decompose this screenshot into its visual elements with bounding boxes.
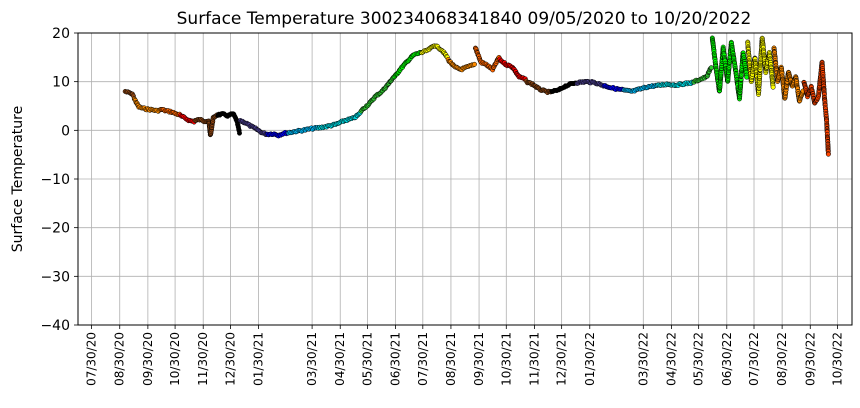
x-tick-label: 06/30/21 — [389, 332, 403, 386]
x-tick-label: 08/30/22 — [775, 332, 789, 386]
x-tick-label: 07/30/20 — [85, 332, 99, 386]
x-tick-label: 08/30/20 — [113, 332, 127, 386]
x-axis-ticks: 07/30/20 08/30/20 09/30/20 10/30/20 11/30/20… — [85, 325, 844, 386]
x-tick-label: 05/30/22 — [692, 332, 706, 386]
x-tick-label: 07/30/22 — [747, 332, 761, 386]
y-tick-label: −40 — [40, 318, 70, 334]
x-tick-label: 01/30/21 — [252, 332, 266, 386]
series-7 — [265, 129, 291, 139]
series-10 — [358, 74, 397, 114]
x-tick-label: 04/30/21 — [333, 332, 347, 386]
series-20 — [621, 82, 660, 94]
y-tick-label: −20 — [40, 221, 70, 237]
series-6 — [237, 118, 270, 137]
x-tick-label: 10/30/21 — [499, 332, 513, 386]
data-point — [825, 151, 831, 157]
series-12 — [419, 43, 450, 60]
series-9 — [316, 110, 363, 131]
x-tick-label: 03/30/22 — [636, 332, 650, 386]
series-17 — [549, 80, 579, 94]
series-13 — [445, 56, 477, 73]
data-point — [472, 61, 477, 67]
x-tick-label: 12/30/20 — [223, 332, 237, 386]
x-tick-label: 10/30/20 — [168, 332, 182, 386]
x-tick-label: 03/30/21 — [305, 332, 319, 386]
y-tick-label: 0 — [61, 123, 70, 139]
series-5 — [215, 111, 242, 136]
x-tick-label: 09/30/22 — [803, 332, 817, 386]
data-point — [770, 84, 776, 90]
x-tick-label: 10/30/22 — [830, 332, 844, 386]
series-22 — [691, 65, 714, 85]
x-tick-label: 11/30/21 — [527, 332, 541, 386]
data-point — [237, 130, 242, 136]
y-axis-ticks: −40 −30 −20 −10 0 10 20 — [40, 26, 78, 334]
x-tick-label: 12/30/21 — [555, 332, 569, 386]
x-tick-label: 11/30/20 — [196, 332, 210, 386]
y-axis-title: Surface Temperature — [10, 106, 26, 252]
y-tick-label: 20 — [52, 26, 70, 42]
series-19 — [601, 83, 626, 93]
series-26 — [801, 59, 831, 157]
chart-title: Surface Temperature 300234068341840 09/0… — [177, 9, 752, 29]
series-25 — [771, 45, 806, 104]
series-23 — [709, 35, 750, 102]
series-4 — [192, 112, 220, 138]
x-tick-label: 01/30/22 — [583, 332, 597, 386]
data-point — [744, 74, 750, 80]
series-0 — [122, 88, 136, 99]
x-tick-label: 08/30/21 — [444, 332, 458, 386]
x-tick-label: 09/30/20 — [141, 332, 155, 386]
x-tick-label: 06/30/22 — [720, 332, 734, 386]
series-3 — [178, 112, 197, 125]
y-tick-label: 10 — [52, 75, 70, 91]
y-tick-label: −30 — [40, 269, 70, 285]
data-point — [708, 65, 714, 71]
grid-lines — [78, 32, 852, 326]
data-series — [122, 35, 831, 157]
x-tick-label: 09/30/21 — [472, 332, 486, 386]
y-tick-label: −10 — [40, 172, 70, 188]
x-tick-label: 04/30/22 — [664, 332, 678, 386]
series-24 — [745, 35, 776, 97]
x-tick-label: 07/30/21 — [416, 332, 430, 386]
x-tick-label: 05/30/21 — [360, 332, 374, 386]
series-15 — [497, 56, 528, 82]
